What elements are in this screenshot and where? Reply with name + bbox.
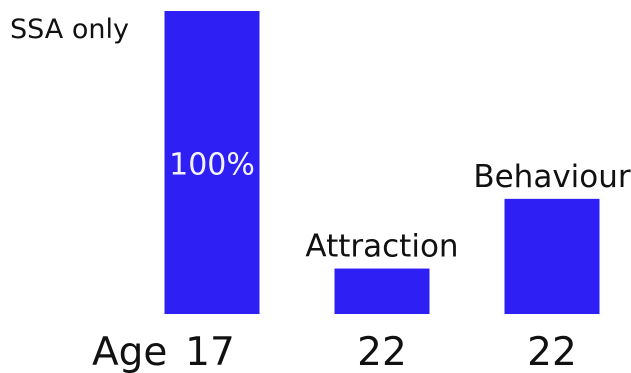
category-tick-0: 17 [185,330,235,373]
bar-label-0: 100% [169,148,255,183]
x-prefix-label: Age [92,330,167,373]
bar-label-1: Attraction [305,229,458,265]
bar-1 [334,268,430,314]
category-tick-1: 22 [357,330,407,373]
category-tick-2: 22 [527,330,577,373]
chart-title: SSA only [10,14,129,45]
bar-label-2: Behaviour [473,159,631,195]
bars-layer: 100% 17 Attraction 22 Behaviour 22 [164,11,631,373]
bar-2 [504,198,600,314]
bar-0 [164,11,260,314]
